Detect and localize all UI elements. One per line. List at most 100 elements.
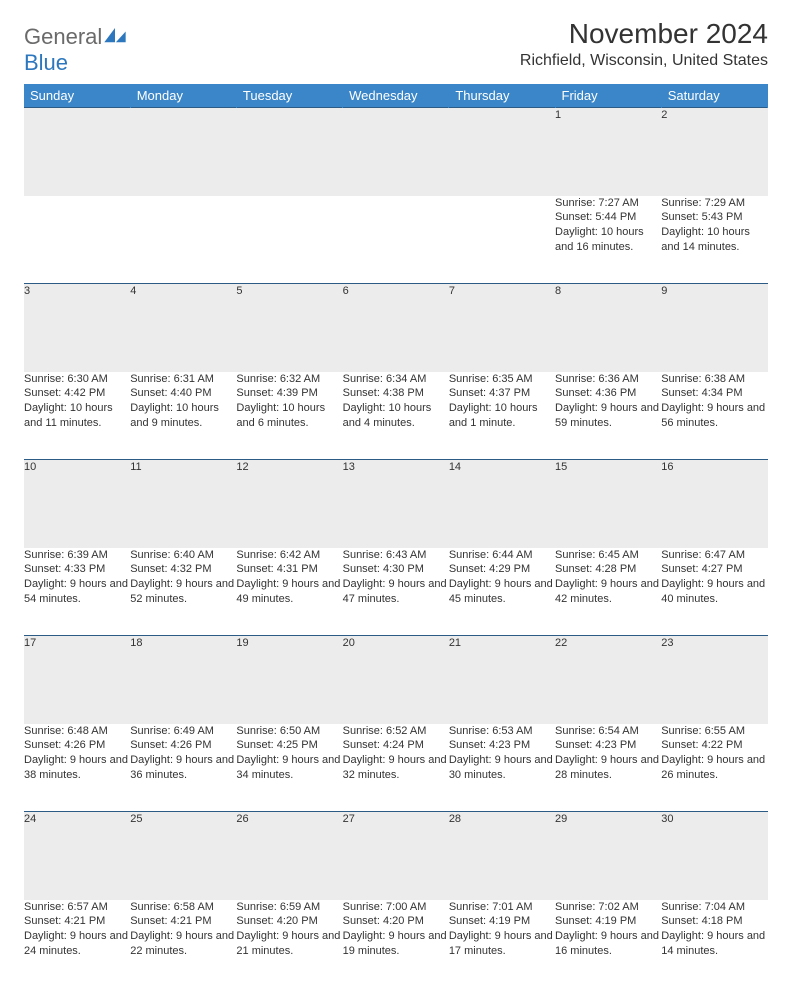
- day-info-cell: Sunrise: 6:36 AMSunset: 4:36 PMDaylight:…: [555, 372, 661, 460]
- month-title: November 2024: [520, 18, 768, 50]
- calendar-body: 12Sunrise: 7:27 AMSunset: 5:44 PMDayligh…: [24, 108, 768, 988]
- day-info-cell: Sunrise: 6:47 AMSunset: 4:27 PMDaylight:…: [661, 548, 767, 636]
- day-number-cell: 5: [236, 284, 342, 372]
- sunrise-text: Sunrise: 6:38 AM: [661, 372, 767, 387]
- weekday-col: Friday: [555, 84, 661, 108]
- day-info-cell: Sunrise: 6:44 AMSunset: 4:29 PMDaylight:…: [449, 548, 555, 636]
- daylight-text: Daylight: 9 hours and 14 minutes.: [661, 929, 767, 959]
- daynum-row: 10111213141516: [24, 460, 768, 548]
- day-number-cell: 2: [661, 108, 767, 196]
- sunset-text: Sunset: 4:21 PM: [130, 914, 236, 929]
- daylight-text: Daylight: 9 hours and 38 minutes.: [24, 753, 130, 783]
- day-number-cell: 6: [343, 284, 449, 372]
- sunset-text: Sunset: 4:22 PM: [661, 738, 767, 753]
- sunrise-text: Sunrise: 6:57 AM: [24, 900, 130, 915]
- day-info-row: Sunrise: 7:27 AMSunset: 5:44 PMDaylight:…: [24, 196, 768, 284]
- sunset-text: Sunset: 4:20 PM: [236, 914, 342, 929]
- day-info-cell: Sunrise: 7:01 AMSunset: 4:19 PMDaylight:…: [449, 900, 555, 988]
- title-block: November 2024 Richfield, Wisconsin, Unit…: [520, 18, 768, 70]
- day-number-cell: 3: [24, 284, 130, 372]
- sunset-text: Sunset: 4:34 PM: [661, 386, 767, 401]
- sunrise-text: Sunrise: 6:53 AM: [449, 724, 555, 739]
- sunset-text: Sunset: 4:40 PM: [130, 386, 236, 401]
- daylight-text: Daylight: 9 hours and 36 minutes.: [130, 753, 236, 783]
- calendar-page: General Blue November 2024 Richfield, Wi…: [0, 0, 792, 998]
- sunset-text: Sunset: 4:33 PM: [24, 562, 130, 577]
- daylight-text: Daylight: 9 hours and 47 minutes.: [343, 577, 449, 607]
- daynum-row: 24252627282930: [24, 812, 768, 900]
- day-info-cell: Sunrise: 6:31 AMSunset: 4:40 PMDaylight:…: [130, 372, 236, 460]
- sunrise-text: Sunrise: 6:42 AM: [236, 548, 342, 563]
- sunset-text: Sunset: 4:42 PM: [24, 386, 130, 401]
- sunset-text: Sunset: 4:38 PM: [343, 386, 449, 401]
- day-number-cell: 18: [130, 636, 236, 724]
- sunrise-text: Sunrise: 6:40 AM: [130, 548, 236, 563]
- sunrise-text: Sunrise: 6:48 AM: [24, 724, 130, 739]
- sunset-text: Sunset: 4:23 PM: [449, 738, 555, 753]
- daylight-text: Daylight: 9 hours and 30 minutes.: [449, 753, 555, 783]
- sunset-text: Sunset: 4:37 PM: [449, 386, 555, 401]
- day-number-cell: [130, 108, 236, 196]
- sunset-text: Sunset: 4:26 PM: [130, 738, 236, 753]
- day-number-cell: 14: [449, 460, 555, 548]
- sunrise-text: Sunrise: 6:58 AM: [130, 900, 236, 915]
- brand-logo: General Blue: [24, 18, 126, 76]
- daynum-row: 3456789: [24, 284, 768, 372]
- day-info-row: Sunrise: 6:57 AMSunset: 4:21 PM Daylight:…: [24, 900, 768, 988]
- sunset-text: Sunset: 5:44 PM: [555, 210, 661, 225]
- day-info-cell: Sunrise: 6:30 AMSunset: 4:42 PMDaylight:…: [24, 372, 130, 460]
- daylight-text: Daylight: 10 hours and 16 minutes.: [555, 225, 661, 255]
- day-number-cell: 7: [449, 284, 555, 372]
- weekday-header: Sunday Monday Tuesday Wednesday Thursday…: [24, 84, 768, 108]
- daylight-text: Daylight: 9 hours and 34 minutes.: [236, 753, 342, 783]
- day-number-cell: 9: [661, 284, 767, 372]
- sunrise-text: Sunrise: 6:54 AM: [555, 724, 661, 739]
- weekday-col: Saturday: [661, 84, 767, 108]
- daylight-text: Daylight: 9 hours and 28 minutes.: [555, 753, 661, 783]
- sunrise-text: Sunrise: 6:55 AM: [661, 724, 767, 739]
- sunrise-text: Sunrise: 6:43 AM: [343, 548, 449, 563]
- daynum-row: 12: [24, 108, 768, 196]
- daylight-text: Daylight: 10 hours and 6 minutes.: [236, 401, 342, 431]
- daylight-text: Daylight: 9 hours and 45 minutes.: [449, 577, 555, 607]
- day-number-cell: 26: [236, 812, 342, 900]
- daylight-text: Daylight: 10 hours and 4 minutes.: [343, 401, 449, 431]
- day-info-cell: Sunrise: 6:50 AMSunset: 4:25 PMDaylight:…: [236, 724, 342, 812]
- day-info-cell: Sunrise: 7:00 AMSunset: 4:20 PMDaylight:…: [343, 900, 449, 988]
- daylight-text: Daylight: 9 hours and 40 minutes.: [661, 577, 767, 607]
- sunrise-text: Sunrise: 7:27 AM: [555, 196, 661, 211]
- sunrise-text: Sunrise: 7:02 AM: [555, 900, 661, 915]
- day-number-cell: 23: [661, 636, 767, 724]
- sunset-text: Sunset: 4:30 PM: [343, 562, 449, 577]
- day-number-cell: 29: [555, 812, 661, 900]
- day-number-cell: 15: [555, 460, 661, 548]
- sunrise-text: Sunrise: 6:36 AM: [555, 372, 661, 387]
- sunrise-text: Sunrise: 6:44 AM: [449, 548, 555, 563]
- weekday-col: Thursday: [449, 84, 555, 108]
- sunrise-text: Sunrise: 6:32 AM: [236, 372, 342, 387]
- sunset-text: Sunset: 5:43 PM: [661, 210, 767, 225]
- daynum-row: 17181920212223: [24, 636, 768, 724]
- day-info-cell: Sunrise: 6:35 AMSunset: 4:37 PMDaylight:…: [449, 372, 555, 460]
- daylight-text: Daylight: 9 hours and 49 minutes.: [236, 577, 342, 607]
- sunset-text: Sunset: 4:28 PM: [555, 562, 661, 577]
- day-number-cell: [24, 108, 130, 196]
- day-info-row: Sunrise: 6:30 AMSunset: 4:42 PMDaylight:…: [24, 372, 768, 460]
- sunset-text: Sunset: 4:32 PM: [130, 562, 236, 577]
- day-info-cell: Sunrise: 7:29 AMSunset: 5:43 PMDaylight:…: [661, 196, 767, 284]
- day-info-cell: Sunrise: 7:04 AMSunset: 4:18 PMDaylight:…: [661, 900, 767, 988]
- day-info-cell: Sunrise: 6:49 AMSunset: 4:26 PMDaylight:…: [130, 724, 236, 812]
- sunset-text: Sunset: 4:19 PM: [555, 914, 661, 929]
- day-info-cell: Sunrise: 6:59 AMSunset: 4:20 PMDaylight:…: [236, 900, 342, 988]
- sunrise-text: Sunrise: 7:00 AM: [343, 900, 449, 915]
- sunrise-text: Sunrise: 6:35 AM: [449, 372, 555, 387]
- day-number-cell: 17: [24, 636, 130, 724]
- day-number-cell: 28: [449, 812, 555, 900]
- day-info-cell: Sunrise: 7:02 AMSunset: 4:19 PMDaylight:…: [555, 900, 661, 988]
- sunrise-text: Sunrise: 6:50 AM: [236, 724, 342, 739]
- day-number-cell: 1: [555, 108, 661, 196]
- day-number-cell: 20: [343, 636, 449, 724]
- weekday-col: Wednesday: [343, 84, 449, 108]
- daylight-text: Daylight: 9 hours and 56 minutes.: [661, 401, 767, 431]
- day-info-cell: Sunrise: 6:48 AMSunset: 4:26 PMDaylight:…: [24, 724, 130, 812]
